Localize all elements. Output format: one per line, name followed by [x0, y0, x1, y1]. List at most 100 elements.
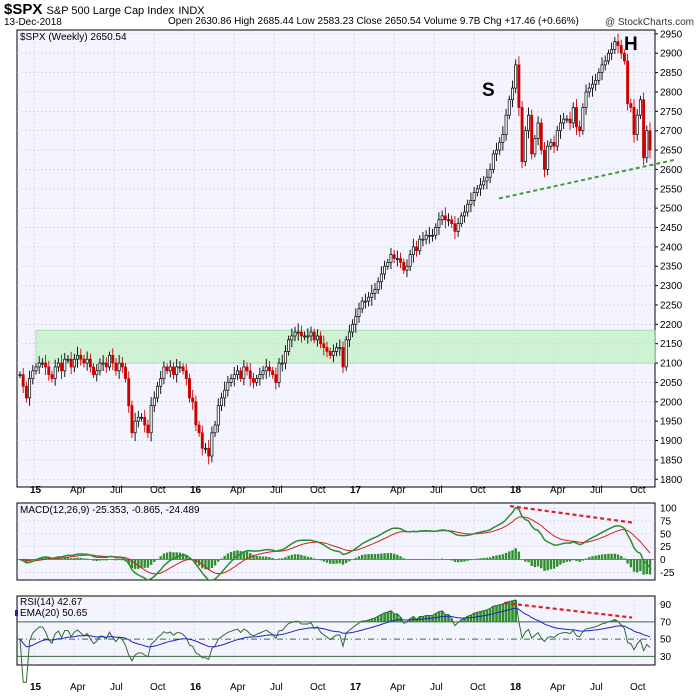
- candle-body: [440, 215, 444, 221]
- candle-body: [152, 397, 156, 407]
- x-tick-label: Jul: [270, 485, 283, 496]
- macd-histogram-bar: [98, 559, 102, 561]
- candle-body: [594, 79, 598, 85]
- ohlc-readout: Open 2630.86 High 2685.44 Low 2583.23 Cl…: [168, 16, 579, 27]
- candle-body: [24, 385, 28, 399]
- rsi-overbought-fill: [415, 619, 418, 622]
- candle-body: [200, 432, 204, 449]
- macd-histogram-bar: [527, 559, 530, 563]
- price-tick-label: 2600: [660, 165, 683, 176]
- macd-histogram-bar: [69, 558, 73, 560]
- candle-body: [40, 362, 44, 365]
- rsi-overbought-fill: [370, 618, 374, 622]
- macd-histogram-bar: [82, 558, 86, 560]
- candle-body: [527, 114, 530, 132]
- candle-body: [645, 130, 649, 159]
- macd-histogram-bar: [156, 558, 159, 560]
- macd-histogram-bar: [645, 559, 649, 575]
- candle-body: [603, 60, 607, 66]
- candle-body: [140, 416, 143, 419]
- macd-histogram-bar: [341, 559, 345, 565]
- candle-body: [34, 366, 38, 372]
- candle-body: [341, 347, 345, 368]
- candle-body: [322, 343, 326, 348]
- brand-label: @ StockCharts.com: [604, 17, 694, 28]
- macd-histogram-bar: [460, 559, 463, 562]
- macd-histogram-bar: [623, 558, 626, 560]
- candle-body: [498, 141, 502, 151]
- annotation-s: S: [482, 80, 495, 101]
- macd-histogram-bar: [440, 558, 444, 560]
- candle-body: [117, 362, 121, 372]
- candle-body: [303, 335, 307, 338]
- candle-body: [18, 374, 22, 377]
- rsi-overbought-fill: [383, 612, 386, 622]
- candle-body: [178, 366, 182, 369]
- macd-histogram-bar: [284, 557, 287, 560]
- macd-histogram-bar: [258, 556, 262, 560]
- macd-histogram-bar: [309, 557, 313, 560]
- candle-body: [347, 331, 351, 341]
- macd-histogram-bar: [153, 559, 156, 562]
- candle-body: [146, 424, 150, 434]
- candle-body: [351, 323, 355, 333]
- rsi-overbought-fill: [447, 614, 450, 622]
- macd-histogram-bar: [143, 559, 146, 568]
- candle-body: [632, 107, 636, 135]
- candle-body: [328, 351, 332, 356]
- candle-body: [373, 289, 377, 294]
- candle-body: [450, 219, 454, 224]
- rsi-tick-label: 70: [660, 617, 672, 628]
- macd-histogram-bar: [130, 559, 134, 569]
- x-tick-label: Apr: [550, 485, 566, 496]
- macd-histogram-bar: [360, 554, 364, 560]
- macd-histogram-bar: [303, 555, 306, 560]
- macd-histogram-bar: [204, 559, 207, 570]
- macd-histogram-bar: [383, 553, 386, 560]
- macd-histogram-bar: [479, 558, 482, 560]
- candle-body: [210, 432, 214, 457]
- x-tick-label-bottom: Apr: [230, 682, 246, 693]
- candle-body: [37, 362, 41, 368]
- candle-body: [568, 118, 572, 124]
- candle-body: [216, 405, 220, 426]
- macd-histogram-bar: [277, 558, 281, 560]
- macd-histogram-bar: [380, 553, 383, 560]
- candle-body: [31, 370, 35, 379]
- macd-histogram-bar: [514, 548, 517, 560]
- macd-histogram-bar: [300, 555, 303, 560]
- candle-body: [459, 215, 463, 224]
- macd-histogram-bar: [565, 559, 569, 562]
- price-tick-label: 2200: [660, 320, 683, 331]
- macd-histogram-bar: [252, 554, 255, 560]
- macd-histogram-bar: [57, 558, 60, 560]
- price-tick-label: 2950: [660, 29, 683, 40]
- candle-body: [363, 300, 367, 303]
- macd-histogram-bar: [306, 556, 310, 560]
- rsi-overbought-fill: [514, 599, 517, 622]
- price-tick-label: 2300: [660, 281, 683, 292]
- macd-histogram-bar: [105, 559, 108, 561]
- candle-body: [287, 339, 291, 352]
- index-name: S&P 500 Large Cap Index: [46, 5, 175, 17]
- candle-body: [172, 366, 175, 376]
- candle-body: [299, 331, 303, 337]
- macd-histogram-bar: [636, 559, 639, 573]
- x-tick-label-bottom: Oct: [310, 682, 326, 693]
- macd-histogram-bar: [76, 557, 79, 560]
- candle-body: [108, 354, 111, 368]
- macd-tick-label: 50: [660, 529, 672, 540]
- macd-histogram-bar: [249, 553, 252, 560]
- rsi-line: [19, 599, 651, 683]
- macd-histogram-bar: [223, 555, 226, 560]
- candle-body: [392, 254, 396, 259]
- macd-histogram-bar: [95, 559, 98, 562]
- macd-histogram-bar: [584, 558, 588, 560]
- rsi-overbought-fill: [380, 614, 383, 622]
- macd-histogram-bar: [604, 554, 607, 560]
- x-tick-label: 15: [30, 485, 42, 496]
- rsi-overbought-fill: [504, 602, 508, 622]
- candle-body: [213, 424, 217, 434]
- candle-body: [370, 293, 374, 298]
- macd-histogram-bar: [616, 554, 620, 560]
